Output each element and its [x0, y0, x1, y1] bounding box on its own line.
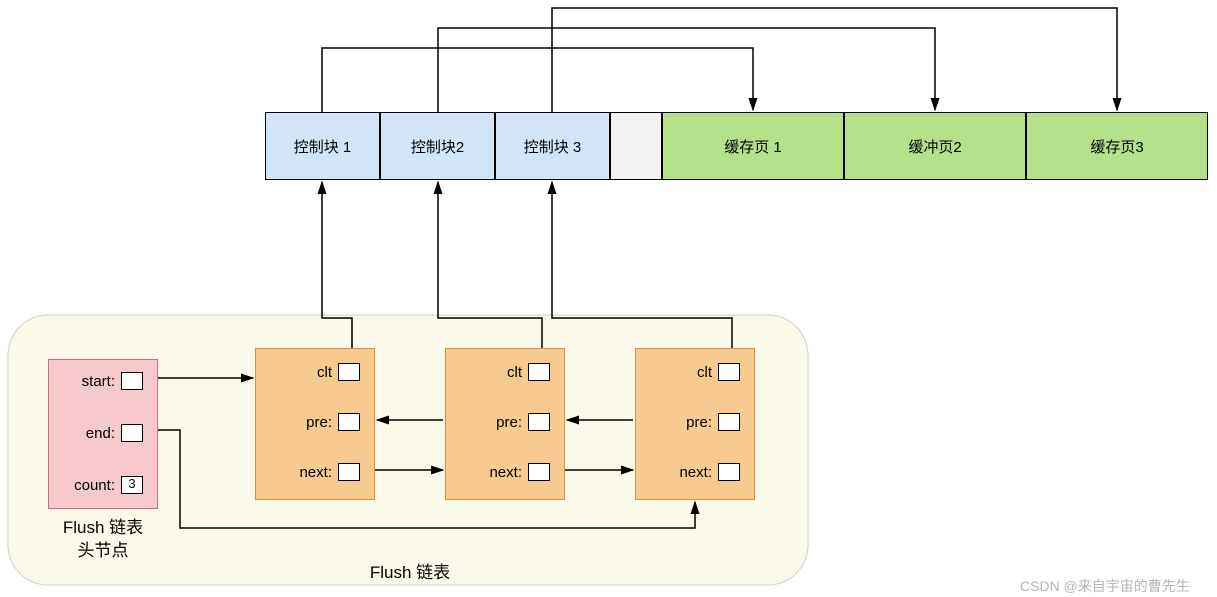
node-row-box	[528, 413, 550, 431]
node-row-label: next:	[489, 464, 522, 481]
cache-page-3: 缓存页3	[1026, 112, 1208, 180]
node-row-label: clt	[697, 364, 712, 381]
flush-head-caption: Flush 链表头节点	[28, 517, 178, 563]
head-row-count: count: 3	[49, 476, 157, 494]
node-row-box	[338, 463, 360, 481]
control-block-2: 控制块2	[380, 112, 495, 180]
head-row-label: end:	[86, 425, 115, 442]
node-row-box	[528, 463, 550, 481]
flush-list-caption: Flush 链表	[330, 558, 490, 583]
cache-page-2: 缓冲页2	[844, 112, 1026, 180]
node-row-box	[338, 363, 360, 381]
control-block-1: 控制块 1	[265, 112, 380, 180]
cache-page-1: 缓存页 1	[662, 112, 844, 180]
node-row-label: next:	[679, 464, 712, 481]
node-row-box	[718, 413, 740, 431]
flush-node-2: clt pre: next:	[445, 348, 565, 500]
node-row-box	[718, 363, 740, 381]
node-1-row-clt: clt	[256, 363, 374, 381]
watermark: CSDN @来自宇宙的曹先生	[1020, 576, 1190, 596]
head-row-end: end:	[49, 424, 157, 442]
node-row-label: next:	[299, 464, 332, 481]
head-row-box	[121, 372, 143, 390]
head-row-start: start:	[49, 372, 157, 390]
node-row-box	[528, 363, 550, 381]
node-3-row-clt: clt	[636, 363, 754, 381]
node-1-row-next: next:	[256, 463, 374, 481]
node-1-row-pre: pre:	[256, 413, 374, 431]
flush-node-1: clt pre: next:	[255, 348, 375, 500]
node-row-label: pre:	[496, 414, 522, 431]
node-2-row-pre: pre:	[446, 413, 564, 431]
head-row-box	[121, 424, 143, 442]
node-row-label: pre:	[686, 414, 712, 431]
head-row-box: 3	[121, 476, 143, 494]
gap-block	[610, 112, 662, 180]
node-row-label: clt	[317, 364, 332, 381]
flush-head-node: start: end: count: 3	[48, 359, 158, 509]
head-row-label: start:	[82, 373, 115, 390]
flush-node-3: clt pre: next:	[635, 348, 755, 500]
node-row-label: clt	[507, 364, 522, 381]
node-row-box	[718, 463, 740, 481]
control-block-3: 控制块 3	[495, 112, 610, 180]
node-2-row-next: next:	[446, 463, 564, 481]
node-3-row-next: next:	[636, 463, 754, 481]
head-row-label: count:	[74, 477, 115, 494]
node-row-box	[338, 413, 360, 431]
node-3-row-pre: pre:	[636, 413, 754, 431]
node-row-label: pre:	[306, 414, 332, 431]
node-2-row-clt: clt	[446, 363, 564, 381]
